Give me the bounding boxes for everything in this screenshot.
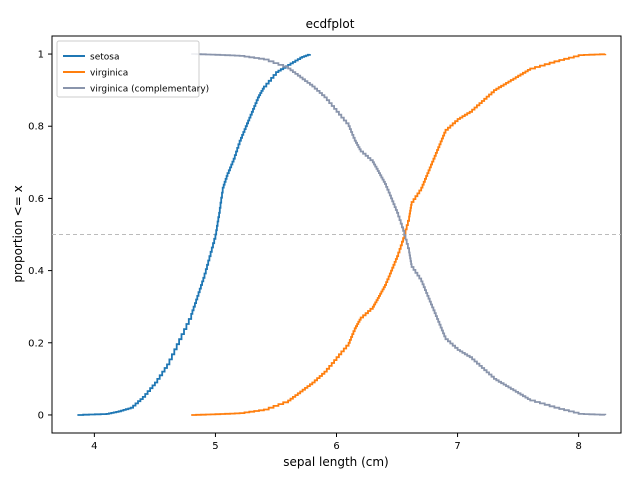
legend-label-0: setosa <box>90 53 119 63</box>
chart-title: ecdfplot <box>306 17 355 31</box>
x-tick-label: 8 <box>575 441 581 452</box>
series-line-2 <box>191 53 607 416</box>
y-tick-label: 0.4 <box>28 266 44 277</box>
y-tick-label: 0.6 <box>28 194 44 205</box>
series-line-1 <box>191 53 607 416</box>
y-ticks: 0 0.2 0.4 0.6 0.8 1 <box>28 50 52 421</box>
legend-label-2: virginica (complementary) <box>90 85 209 95</box>
series-line-0 <box>77 53 311 416</box>
x-tick-label: 5 <box>212 441 218 452</box>
x-axis-label: sepal length (cm) <box>283 455 388 469</box>
y-tick-label: 0 <box>38 410 44 421</box>
x-tick-label: 4 <box>91 441 97 452</box>
y-axis-label: proportion <= x <box>11 185 25 282</box>
legend-box <box>56 40 200 98</box>
y-tick-label: 0.8 <box>28 122 44 133</box>
x-ticks: 4 5 6 7 8 <box>91 433 582 452</box>
x-tick-label: 7 <box>454 441 460 452</box>
x-tick-label: 6 <box>333 441 339 452</box>
y-tick-label: 1 <box>38 50 44 61</box>
legend: setosa virginica virginica (complementary) <box>56 40 209 98</box>
y-tick-label: 0.2 <box>28 338 44 349</box>
legend-label-1: virginica <box>90 69 128 79</box>
series-group <box>77 53 607 416</box>
